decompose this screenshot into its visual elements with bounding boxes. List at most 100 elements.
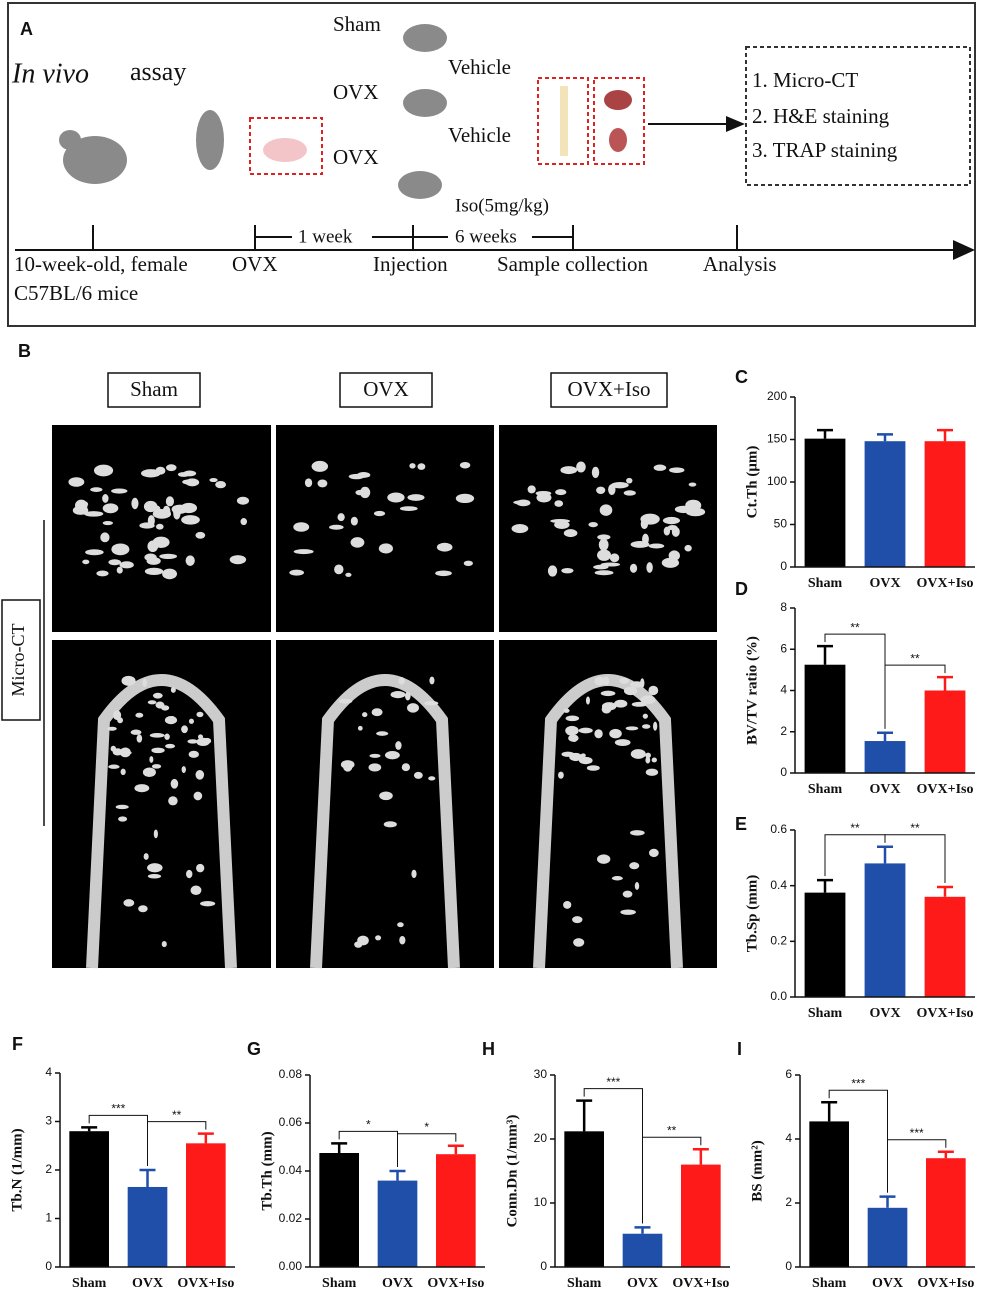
trabecula [155, 523, 164, 530]
label-bg [448, 228, 532, 248]
x-tick-label: Sham [808, 1006, 843, 1021]
x-tick-label: OVX [627, 1276, 658, 1291]
x-tick-label: OVX [382, 1276, 413, 1291]
trabecula [102, 494, 109, 503]
trabecula [115, 804, 129, 810]
trabecula [428, 776, 436, 781]
trabecula [640, 695, 656, 705]
significance-label: *** [851, 1076, 865, 1090]
ct-image [499, 425, 717, 632]
trabecula [387, 492, 405, 503]
trabecula [513, 500, 529, 505]
trabecula [407, 703, 419, 713]
trabecula [662, 516, 681, 525]
trabecula [121, 675, 136, 686]
trabecula [619, 677, 630, 684]
bar [377, 1180, 418, 1267]
trabecula [384, 751, 400, 760]
trabecula [181, 725, 188, 734]
y-tick-label: 200 [767, 389, 787, 403]
bar [926, 1158, 966, 1267]
trabecula [661, 557, 680, 568]
trabecula [149, 733, 165, 738]
panel-label: B [18, 341, 31, 361]
trabecula [345, 572, 352, 577]
x-tick-label: OVX [869, 1006, 900, 1021]
panel-label: C [735, 367, 748, 387]
y-tick-label: 8 [780, 600, 787, 614]
y-tick-label: 6 [785, 1067, 792, 1081]
trabecula [409, 463, 416, 469]
error-bar [447, 1144, 464, 1155]
trabecula [108, 559, 122, 566]
trabecula [578, 727, 593, 734]
trabecula [563, 529, 578, 538]
title-italic: In vivo [11, 58, 89, 89]
trabecula [598, 538, 609, 551]
trabecula [645, 768, 659, 776]
trabecula [608, 484, 616, 496]
bar [127, 1186, 168, 1267]
bar [564, 1131, 604, 1267]
y-tick-label: 0 [780, 559, 787, 573]
trabecula [185, 555, 195, 566]
trabecula [329, 524, 344, 530]
trabecula [417, 463, 426, 470]
error-bar [877, 433, 893, 442]
cortex [86, 674, 237, 969]
trabecula [149, 756, 154, 763]
trabecula [215, 480, 227, 489]
trabecula [146, 557, 161, 565]
trabecula [173, 507, 181, 520]
trabecula [359, 486, 371, 499]
trabecula [102, 520, 114, 526]
y-tick-label: 0.06 [279, 1115, 303, 1129]
trabecula [161, 941, 167, 948]
error-bar [692, 1147, 709, 1165]
y-tick-label: 1 [45, 1211, 52, 1225]
trabecula [152, 692, 163, 699]
trabecula [629, 862, 640, 870]
timeline-ticks [92, 225, 738, 250]
trabecula [640, 513, 660, 525]
error-bar [634, 1226, 651, 1234]
trabecula [648, 543, 665, 549]
timeline-label: Sample collection [497, 252, 649, 276]
row-label: Micro-CT [8, 624, 28, 697]
x-tick-label: OVX+Iso [917, 576, 974, 591]
trabecula [620, 909, 636, 915]
mouse [196, 110, 224, 170]
y-axis-label: Tb.N (1/mm) [9, 1128, 25, 1211]
panel-label: A [20, 19, 33, 39]
x-tick-label: OVX+Iso [672, 1276, 729, 1291]
trabecula [196, 711, 204, 718]
y-tick-label: 0 [540, 1259, 547, 1273]
trabecula [130, 729, 142, 735]
trabecula [120, 768, 126, 776]
y-tick-label: 2 [785, 1195, 792, 1209]
trabecula [193, 791, 203, 801]
trabecula [108, 764, 120, 769]
panel-label: E [735, 814, 747, 834]
bar [622, 1233, 663, 1267]
trabecula [565, 725, 579, 736]
trabecula [630, 830, 645, 836]
bar [924, 441, 966, 567]
x-tick-label: OVX [869, 576, 900, 591]
bar [924, 896, 966, 997]
y-tick-label: 0 [785, 1259, 792, 1273]
trabecula [684, 544, 692, 552]
trabecula [600, 690, 616, 697]
trabecula [165, 743, 176, 749]
trabecula [123, 899, 135, 907]
trabecula [630, 749, 646, 759]
trabecula [317, 479, 328, 488]
y-tick-label: 10 [534, 1195, 548, 1209]
mouse [403, 24, 447, 52]
group-box [339, 372, 433, 408]
y-tick-label: 0.04 [279, 1163, 303, 1177]
y-tick-label: 0 [45, 1259, 52, 1273]
trabecula [395, 741, 402, 750]
y-tick-label: 2 [45, 1162, 52, 1176]
